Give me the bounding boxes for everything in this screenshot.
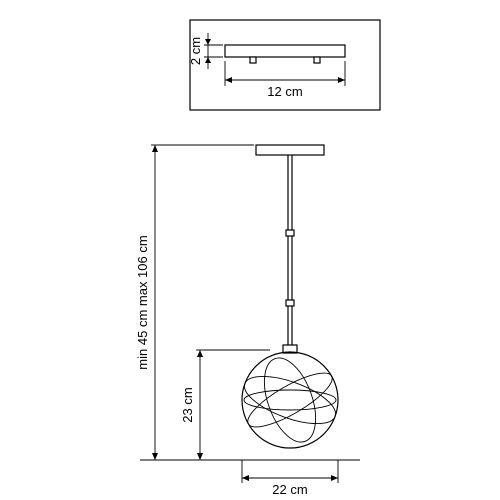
stem-joint-1 <box>286 300 294 306</box>
top-stud-1 <box>314 57 320 63</box>
stem-joint-0 <box>286 230 294 236</box>
dim-globe-height-label: 23 cm <box>180 387 195 422</box>
top-canopy <box>225 45 345 57</box>
globe-ring-1 <box>241 364 338 436</box>
dim-canopy-height-label: 2 cm <box>188 37 203 65</box>
dim-width-label: 22 cm <box>272 482 307 497</box>
top-stud-0 <box>250 57 256 63</box>
globe-ring-3 <box>244 390 336 410</box>
globe-outline <box>242 352 338 448</box>
dim-canopy-width-label: 12 cm <box>267 84 302 99</box>
main-canopy <box>256 145 324 155</box>
dim-overall-label: min 45 cm max 106 cm <box>135 235 150 369</box>
globe-ring-0 <box>239 367 342 434</box>
